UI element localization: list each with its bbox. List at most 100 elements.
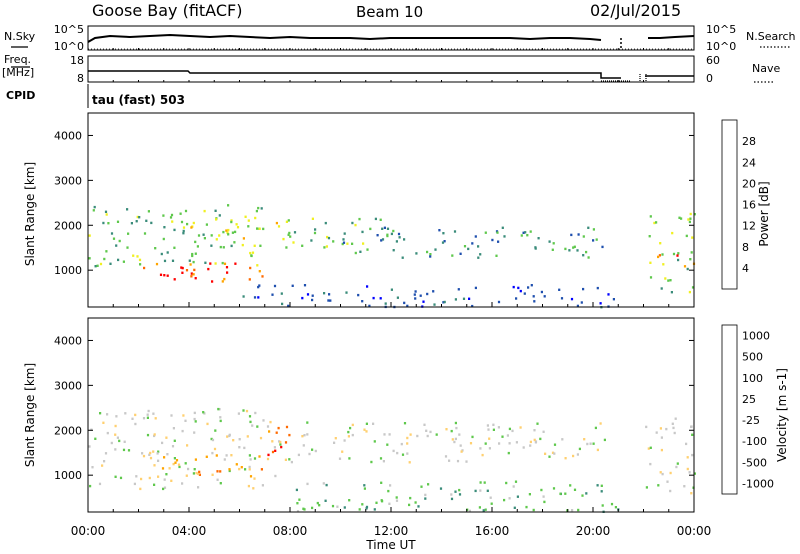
data-cell (686, 267, 689, 271)
data-cell (529, 440, 532, 444)
data-cell (99, 412, 102, 415)
data-cell (181, 482, 184, 485)
data-cell (599, 422, 602, 425)
data-cell (242, 237, 245, 240)
noise-sky-trace (87, 33, 602, 43)
data-cell (662, 263, 665, 266)
data-cell (409, 496, 412, 500)
data-cell (266, 457, 270, 461)
data-cell (131, 417, 134, 420)
data-cell (153, 464, 156, 467)
data-cell (384, 302, 387, 305)
data-cell (689, 258, 692, 261)
data-cell (401, 256, 404, 259)
data-cell (301, 435, 304, 438)
data-cell (148, 453, 151, 456)
data-cell (454, 437, 457, 441)
data-cell (170, 414, 173, 417)
data-cell (559, 492, 562, 495)
data-cell (445, 428, 448, 431)
data-cell (379, 457, 383, 460)
data-cell (223, 262, 227, 265)
data-cell (380, 499, 383, 502)
data-cell (218, 234, 221, 237)
power-panel (87, 112, 695, 308)
data-cell (280, 445, 283, 449)
data-cell (523, 292, 526, 295)
data-cell (514, 480, 518, 483)
data-cell (324, 499, 327, 502)
colorbar-frame (721, 119, 738, 290)
data-cell (89, 484, 92, 488)
data-cell (242, 409, 245, 412)
data-cell (653, 221, 656, 225)
data-cell (381, 238, 385, 241)
data-cell (484, 508, 487, 511)
data-cell (534, 246, 537, 249)
data-cell (398, 236, 401, 239)
data-cell (675, 465, 678, 469)
data-cell (347, 435, 350, 438)
data-cell (254, 216, 257, 220)
data-cell (163, 226, 166, 229)
data-cell (104, 452, 108, 455)
data-cell (332, 240, 335, 243)
data-cell (419, 294, 422, 297)
data-cell (529, 444, 532, 447)
data-cell (193, 268, 196, 272)
data-cell (194, 240, 197, 244)
data-cell (390, 232, 393, 236)
data-cell (257, 206, 260, 210)
data-cell (191, 254, 194, 258)
data-cell (669, 489, 672, 493)
data-cell (311, 506, 314, 510)
data-cell (184, 462, 187, 465)
data-cell (249, 266, 252, 270)
data-cell (258, 227, 261, 230)
data-cell (439, 487, 443, 490)
data-cell (533, 300, 536, 303)
data-cell (114, 424, 117, 428)
colorbar-tick-label: 12 (742, 220, 756, 233)
data-cell (248, 415, 252, 418)
data-cell (258, 455, 261, 458)
data-cell (678, 216, 681, 219)
data-cell (408, 461, 411, 464)
data-cell (524, 231, 527, 234)
data-cell (96, 264, 99, 267)
data-cell (107, 222, 110, 225)
data-cell (310, 239, 313, 242)
data-cell (442, 232, 445, 235)
data-cell (295, 488, 298, 492)
data-cell (189, 263, 192, 266)
data-cell (311, 448, 314, 451)
data-cell (101, 464, 104, 467)
data-cell (278, 440, 281, 443)
velocity-colorbar: 1000 500 100 25 -25 -100 -500 -1000 (721, 324, 774, 495)
data-cell (166, 453, 169, 456)
data-cell (256, 264, 259, 267)
data-cell (228, 433, 231, 437)
data-cell (259, 436, 263, 440)
data-cell (248, 278, 251, 281)
data-cell (527, 286, 530, 289)
data-cell (127, 232, 130, 235)
data-cell (277, 225, 281, 228)
data-cell (196, 245, 199, 248)
data-cell (455, 426, 458, 430)
data-cell (444, 455, 448, 458)
data-cell (542, 430, 545, 433)
data-cell (225, 229, 228, 232)
data-cell (181, 429, 184, 433)
data-cell (414, 297, 417, 300)
data-cell (589, 442, 592, 445)
date-title: 02/Jul/2015 (590, 1, 681, 20)
data-cell (103, 257, 106, 261)
data-cell (351, 242, 354, 245)
data-cell (238, 467, 241, 471)
data-cell (248, 468, 251, 471)
data-cell (693, 472, 696, 475)
data-cell (219, 416, 222, 419)
nave-tick-top: 60 (706, 54, 720, 67)
data-cell (192, 273, 195, 276)
